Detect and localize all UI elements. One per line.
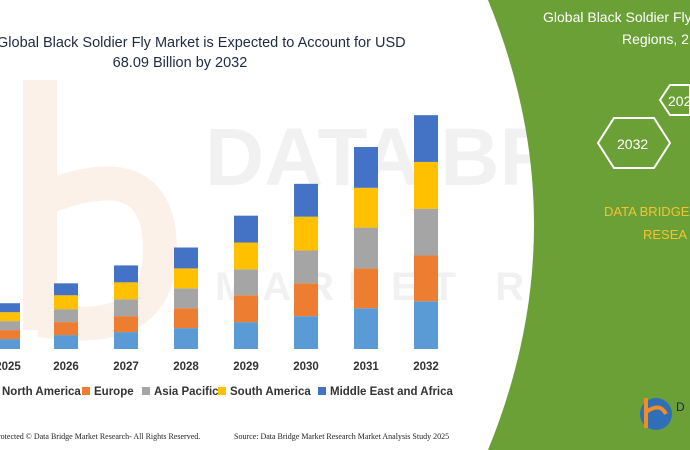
bar-2029-south-america [234,242,258,270]
bar-2030-asia-pacific [294,250,318,284]
footer-source: Source: Data Bridge Market Research Mark… [234,432,449,441]
side-panel-title-line2: Regions, 2 [622,31,689,47]
bar-2032-middle-east-and-africa [414,115,438,162]
x-tick-label: 2027 [113,361,139,373]
chart-title-line2: 68.09 Billion by 2032 [113,55,248,71]
bar-2029-middle-east-and-africa [234,215,258,243]
bar-2031-south-america [354,187,378,228]
bar-2025-middle-east-and-africa [0,303,20,313]
legend-swatch [318,387,326,395]
x-tick-label: 2026 [53,361,79,373]
footer-copyright: rotected © Data Bridge Market Research- … [0,432,200,441]
hex-2 [658,84,690,116]
bar-2025-europe [0,330,20,340]
bar-2030-south-america [294,216,318,251]
bar-2031-europe [354,268,378,309]
bar-2028-south-america [174,268,198,289]
bar-2030-middle-east-and-africa [294,183,318,217]
bar-2026-south-america [54,295,78,310]
logo-text: D [676,400,685,414]
legend-label: North America [2,386,81,398]
x-tick-label: 2028 [173,361,199,373]
chart-title-line1: Global Black Soldier Fly Market is Expec… [0,35,406,51]
side-panel [488,0,690,450]
hex-1 [596,117,672,169]
watermark-logo-shape [23,80,178,341]
brand-line1: DATA BRIDGE [604,204,690,219]
bar-2029-europe [234,295,258,323]
bar-2025-south-america [0,312,20,322]
legend-swatch [82,387,90,395]
bar-2028-middle-east-and-africa [174,247,198,269]
bar-2026-middle-east-and-africa [54,283,78,296]
legend-swatch [218,387,226,395]
bar-2025-north-america [0,339,20,349]
corner-logo: D [640,398,685,430]
legend-swatch [142,387,150,395]
legend-label: Europe [94,386,134,398]
bar-2031-north-america [354,308,378,349]
bar-2028-north-america [174,328,198,349]
bar-2032-north-america [414,301,438,349]
brand-line2: RESEA [643,227,687,242]
bar-2030-north-america [294,316,318,349]
bars-group [0,115,438,349]
bar-2032-asia-pacific [414,208,438,256]
bar-2032-europe [414,255,438,302]
x-tick-label: 2032 [413,361,439,373]
bar-2027-south-america [114,282,138,300]
bar-2029-north-america [234,322,258,349]
legend-label: Middle East and Africa [330,386,454,398]
bar-2032-south-america [414,161,438,209]
bar-2028-asia-pacific [174,288,198,309]
bar-2025-asia-pacific [0,321,20,331]
x-tick-label: 2031 [353,361,379,373]
bar-2028-europe [174,308,198,329]
x-axis-ticks: 2025 2026 2027 2028 2029 2030 2031 2032 [0,361,439,373]
bar-2026-north-america [54,335,78,349]
x-tick-label: 2030 [293,361,319,373]
hex-label-1: 2032 [617,136,648,152]
hex-label-2: 202 [668,93,690,109]
legend: North America Europe Asia Pacific South Ame… [2,386,454,398]
legend-label: South America [230,386,311,398]
bar-2027-europe [114,316,138,333]
x-tick-label: 2025 [0,361,21,373]
bar-2030-europe [294,283,318,317]
logo-mark [644,398,668,428]
bar-2027-north-america [114,332,138,349]
bar-2031-middle-east-and-africa [354,147,378,188]
bar-2027-middle-east-and-africa [114,265,138,283]
bar-2026-europe [54,322,78,336]
bar-2029-asia-pacific [234,269,258,296]
bar-2026-asia-pacific [54,309,78,323]
bar-2027-asia-pacific [114,299,138,317]
x-tick-label: 2029 [233,361,259,373]
side-panel-content: Global Black Soldier Fly Regions, 2 202 … [543,9,690,430]
side-panel-title-line1: Global Black Soldier Fly [543,9,690,25]
bar-2031-asia-pacific [354,227,378,269]
legend-label: Asia Pacific [154,386,219,398]
